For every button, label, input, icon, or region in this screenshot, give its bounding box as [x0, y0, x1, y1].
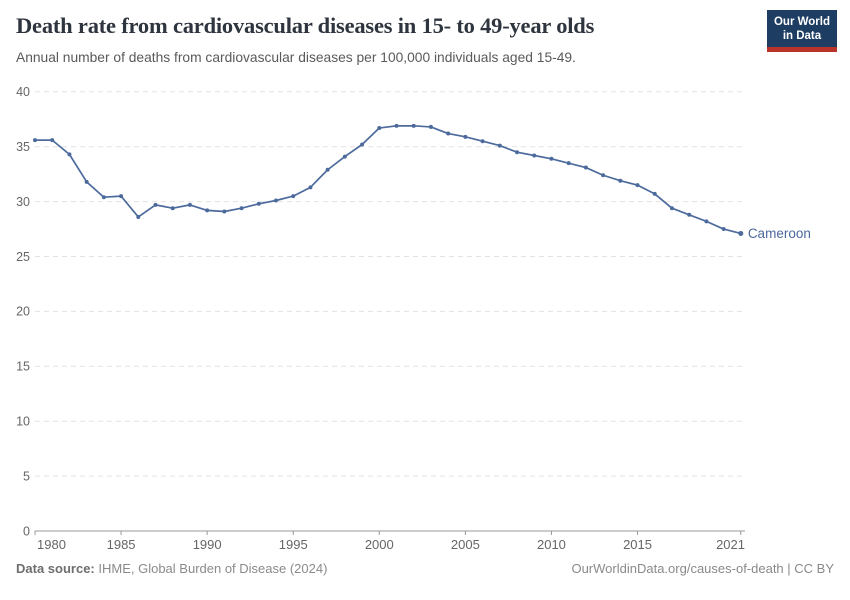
- data-source: Data source: IHME, Global Burden of Dise…: [16, 561, 327, 576]
- footer-credit-link[interactable]: OurWorldinData.org/causes-of-death | CC …: [571, 561, 834, 576]
- y-axis-tick-label: 40: [16, 85, 30, 99]
- data-point[interactable]: [532, 153, 537, 158]
- data-point[interactable]: [205, 208, 210, 213]
- data-source-value: IHME, Global Burden of Disease (2024): [98, 561, 328, 576]
- y-axis-tick-label: 5: [23, 469, 30, 483]
- y-axis-tick-label: 30: [16, 195, 30, 209]
- data-point[interactable]: [669, 206, 674, 211]
- data-point[interactable]: [153, 202, 158, 207]
- x-axis-tick-label: 2005: [451, 537, 480, 552]
- data-point[interactable]: [291, 194, 296, 199]
- data-point[interactable]: [256, 201, 261, 206]
- data-point[interactable]: [687, 212, 692, 217]
- data-point[interactable]: [84, 179, 89, 184]
- data-point[interactable]: [170, 206, 175, 211]
- data-point[interactable]: [721, 227, 726, 232]
- data-point[interactable]: [652, 191, 657, 196]
- data-point[interactable]: [618, 178, 623, 183]
- data-point[interactable]: [187, 202, 192, 207]
- chart-title: Death rate from cardiovascular diseases …: [16, 13, 595, 38]
- chart-subtitle: Annual number of deaths from cardiovascu…: [16, 50, 576, 65]
- y-axis-tick-label: 35: [16, 140, 30, 154]
- data-point[interactable]: [377, 126, 382, 131]
- data-point[interactable]: [360, 142, 365, 147]
- data-point[interactable]: [446, 131, 451, 136]
- data-point[interactable]: [33, 138, 37, 143]
- x-axis-tick-label: 2000: [365, 537, 394, 552]
- data-point[interactable]: [222, 209, 227, 214]
- owid-logo[interactable]: Our World in Data: [766, 10, 837, 52]
- data-point[interactable]: [497, 143, 502, 148]
- data-point[interactable]: [463, 134, 468, 139]
- y-axis-tick-label: 25: [16, 250, 30, 264]
- data-point[interactable]: [583, 165, 588, 170]
- chart-footer: Data source: IHME, Global Burden of Dise…: [16, 561, 834, 576]
- x-axis-tick-label: 2010: [537, 537, 566, 552]
- data-point[interactable]: [411, 123, 416, 128]
- x-axis-tick-label: 1985: [107, 537, 136, 552]
- data-point[interactable]: [515, 150, 520, 155]
- x-axis-tick-label: 1995: [279, 537, 308, 552]
- y-axis-tick-label: 0: [23, 524, 30, 538]
- x-axis-tick-label: 2021: [716, 537, 745, 552]
- series-label-cameroon[interactable]: Cameroon: [748, 226, 811, 241]
- data-point[interactable]: [635, 183, 640, 188]
- data-source-label: Data source:: [16, 561, 95, 576]
- data-point[interactable]: [239, 206, 244, 211]
- data-point[interactable]: [566, 161, 571, 166]
- data-point[interactable]: [325, 167, 330, 172]
- owid-logo-text-line2: in Data: [782, 30, 822, 42]
- data-point[interactable]: [394, 123, 399, 128]
- data-point[interactable]: [428, 124, 433, 129]
- y-axis-tick-label: 10: [16, 414, 30, 428]
- data-point[interactable]: [601, 173, 606, 178]
- data-point[interactable]: [101, 195, 106, 200]
- data-point[interactable]: [136, 214, 141, 219]
- data-point[interactable]: [704, 219, 709, 224]
- data-point[interactable]: [738, 230, 744, 236]
- data-point[interactable]: [308, 185, 313, 190]
- data-point[interactable]: [549, 156, 554, 161]
- x-axis-tick-label: 2015: [623, 537, 652, 552]
- data-point[interactable]: [119, 194, 124, 199]
- series-line-cameroon[interactable]: [34, 124, 742, 235]
- y-axis-tick-label: 15: [16, 360, 30, 374]
- data-point[interactable]: [50, 138, 55, 143]
- data-point[interactable]: [274, 198, 279, 203]
- x-axis-tick-label: 1990: [193, 537, 222, 552]
- data-point[interactable]: [342, 154, 347, 159]
- x-axis-tick-label: 1980: [37, 537, 66, 552]
- owid-logo-text-line1: Our World: [773, 16, 830, 28]
- data-point[interactable]: [480, 139, 485, 144]
- data-point[interactable]: [67, 152, 72, 157]
- y-axis-tick-label: 20: [16, 305, 30, 319]
